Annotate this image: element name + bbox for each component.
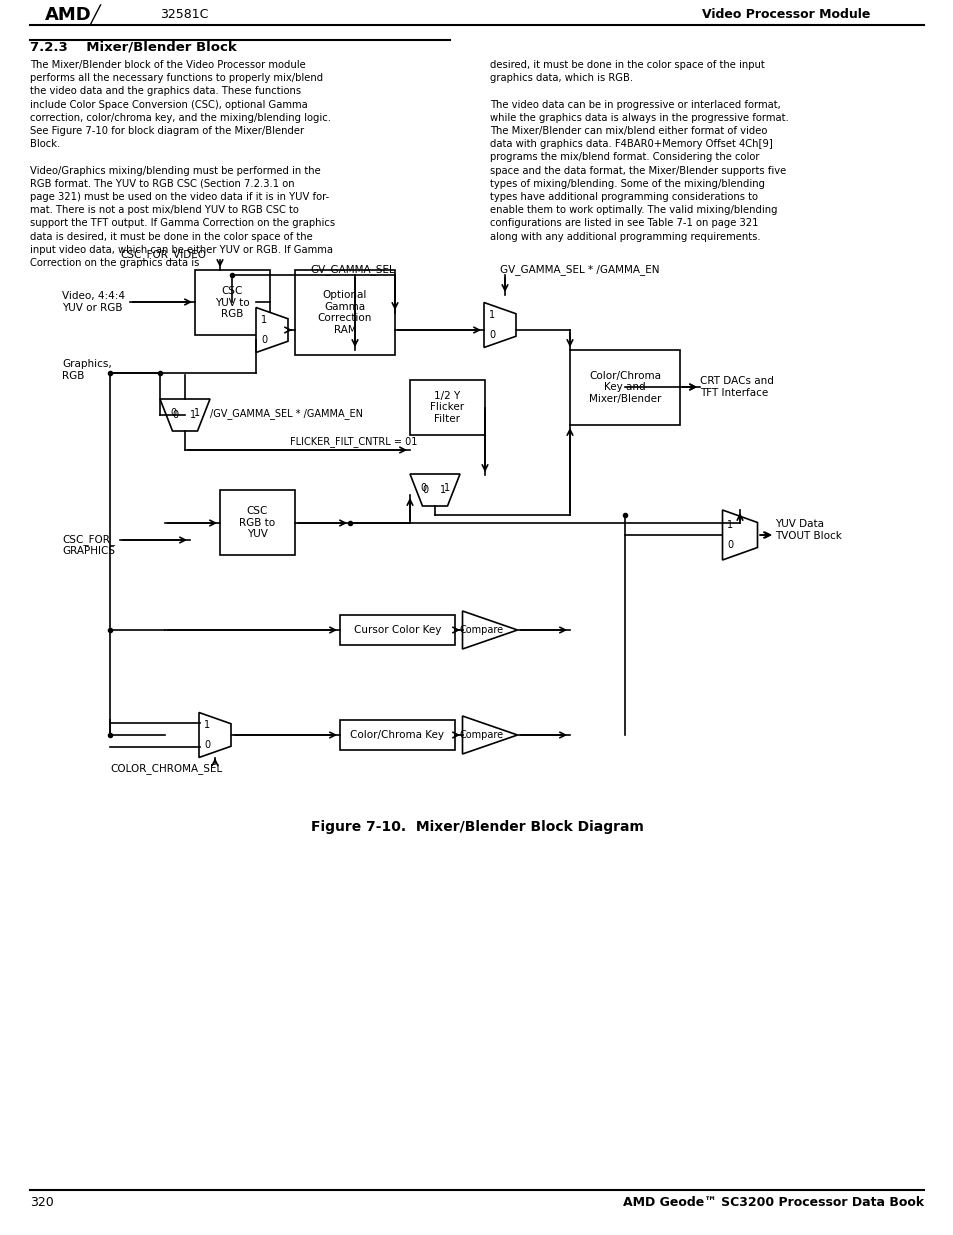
Polygon shape <box>199 713 231 757</box>
Text: GV_GAMMA_SEL * /GAMMA_EN: GV_GAMMA_SEL * /GAMMA_EN <box>499 264 659 275</box>
Text: Compare: Compare <box>459 730 503 740</box>
Text: 0: 0 <box>419 483 426 493</box>
Polygon shape <box>462 611 517 650</box>
Text: /GV_GAMMA_SEL * /GAMMA_EN: /GV_GAMMA_SEL * /GAMMA_EN <box>210 409 363 420</box>
Text: 1: 1 <box>443 483 450 493</box>
Text: 0: 0 <box>170 408 176 417</box>
Text: Cursor Color Key: Cursor Color Key <box>354 625 440 635</box>
Text: YUV Data
TVOUT Block: YUV Data TVOUT Block <box>774 519 841 541</box>
Polygon shape <box>483 303 516 347</box>
Text: AMD Geode™ SC3200 Processor Data Book: AMD Geode™ SC3200 Processor Data Book <box>622 1195 923 1209</box>
Text: CSC
RGB to
YUV: CSC RGB to YUV <box>239 506 275 540</box>
Text: 1: 1 <box>261 315 267 325</box>
Text: 0: 0 <box>172 410 178 420</box>
Text: 1: 1 <box>726 520 732 530</box>
Text: FLICKER_FILT_CNTRL = 01: FLICKER_FILT_CNTRL = 01 <box>290 436 416 447</box>
Text: 0: 0 <box>489 330 495 340</box>
Text: CSC
YUV to
RGB: CSC YUV to RGB <box>215 285 250 319</box>
Text: 0: 0 <box>726 540 732 550</box>
Text: 1: 1 <box>190 410 196 420</box>
Text: Video Processor Module: Video Processor Module <box>700 9 869 21</box>
Text: COLOR_CHROMA_SEL: COLOR_CHROMA_SEL <box>110 763 222 774</box>
Text: 7.2.3    Mixer/Blender Block: 7.2.3 Mixer/Blender Block <box>30 41 236 53</box>
Polygon shape <box>410 474 459 506</box>
Text: The Mixer/Blender block of the Video Processor module
performs all the necessary: The Mixer/Blender block of the Video Pro… <box>30 61 335 268</box>
Text: Video, 4:4:4
YUV or RGB: Video, 4:4:4 YUV or RGB <box>62 291 125 312</box>
Text: Color/Chroma
Key and
Mixer/Blender: Color/Chroma Key and Mixer/Blender <box>588 370 660 404</box>
Text: AMD: AMD <box>45 6 91 23</box>
Polygon shape <box>255 308 288 352</box>
Text: 32581C: 32581C <box>160 9 208 21</box>
Text: 1: 1 <box>204 720 210 730</box>
Text: CSC_FOR_VIDEO: CSC_FOR_VIDEO <box>120 249 206 261</box>
FancyBboxPatch shape <box>339 720 455 750</box>
Text: Optional
Gamma
Correction
RAM: Optional Gamma Correction RAM <box>317 290 372 335</box>
FancyBboxPatch shape <box>410 380 484 435</box>
Text: ╱: ╱ <box>90 5 101 26</box>
FancyBboxPatch shape <box>194 270 270 335</box>
FancyBboxPatch shape <box>294 270 395 354</box>
FancyBboxPatch shape <box>339 615 455 645</box>
Text: Graphics,
RGB: Graphics, RGB <box>62 359 112 380</box>
Text: 1/2 Y
Flicker
Filter: 1/2 Y Flicker Filter <box>430 391 464 424</box>
Text: desired, it must be done in the color space of the input
graphics data, which is: desired, it must be done in the color sp… <box>490 61 788 242</box>
Text: Figure 7-10.  Mixer/Blender Block Diagram: Figure 7-10. Mixer/Blender Block Diagram <box>311 820 642 834</box>
Text: 1: 1 <box>193 408 200 417</box>
Text: CRT DACs and
TFT Interface: CRT DACs and TFT Interface <box>700 377 773 398</box>
Text: 1: 1 <box>489 310 495 320</box>
Polygon shape <box>462 716 517 755</box>
FancyBboxPatch shape <box>569 350 679 425</box>
FancyBboxPatch shape <box>220 490 294 555</box>
Text: GV_GAMMA_SEL: GV_GAMMA_SEL <box>310 264 395 275</box>
Polygon shape <box>721 510 757 559</box>
Text: 0: 0 <box>204 740 210 750</box>
Text: CSC_FOR_
GRAPHICS: CSC_FOR_ GRAPHICS <box>62 534 115 556</box>
Text: 0: 0 <box>261 335 267 345</box>
Text: 0: 0 <box>421 485 428 495</box>
Text: Compare: Compare <box>459 625 503 635</box>
Polygon shape <box>160 399 210 431</box>
Text: Color/Chroma Key: Color/Chroma Key <box>350 730 444 740</box>
Text: 1: 1 <box>439 485 446 495</box>
Text: 320: 320 <box>30 1195 53 1209</box>
